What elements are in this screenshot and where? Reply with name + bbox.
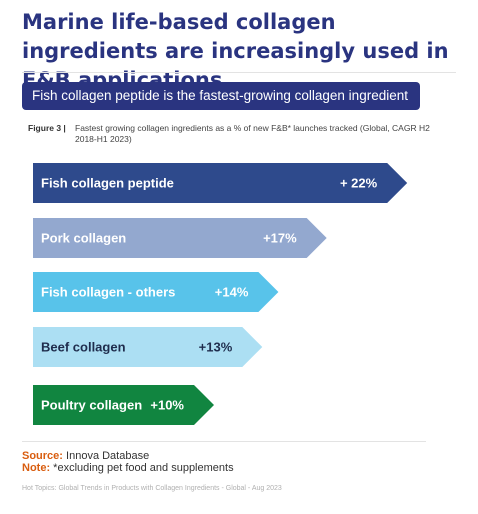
note-line: Note: *excluding pet food and supplement… [22,462,234,474]
value-label-4: +13% [199,340,233,355]
source-text: Innova Database [66,450,150,462]
headline: Marine life-based collagen ingredients a… [22,10,449,92]
bar-1 [33,163,408,203]
key-message-banner: Fish collagen peptide is the fastest-gro… [22,82,420,110]
value-label-2: +17% [263,231,297,246]
source-line: Source: Innova Database [22,450,149,462]
footer-text: Hot Topics: Global Trends in Products wi… [22,485,282,492]
category-label-4: Beef collagen [41,340,126,355]
note-key: Note: [22,462,51,474]
note-text: *excluding pet food and supplements [53,462,234,474]
figure-label: Figure 3 | [28,123,66,133]
divider-top [22,72,456,73]
category-label-3: Fish collagen - others [41,285,175,300]
bar-3 [33,272,279,312]
bar-2 [33,218,327,258]
divider-bottom [22,441,426,442]
source-key: Source: [22,450,63,462]
category-label-2: Pork collagen [41,231,126,246]
category-label-5: Poultry collagen [41,398,142,413]
category-label-1: Fish collagen peptide [41,176,174,191]
figure-caption: Fastest growing collagen ingredients as … [75,123,430,144]
value-label-5: +10% [150,398,184,413]
bar-5 [33,385,214,425]
bar-4 [33,327,263,367]
value-label-3: +14% [215,285,249,300]
value-label-1: + 22% [340,176,378,191]
